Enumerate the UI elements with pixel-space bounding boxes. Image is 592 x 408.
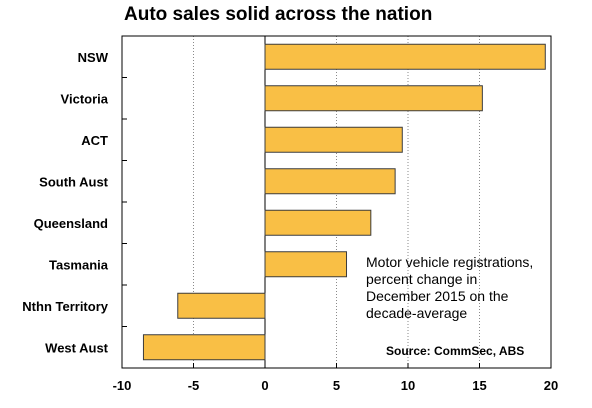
source-note: Source: CommSec, ABS — [386, 344, 524, 358]
category-label: NSW — [78, 50, 109, 65]
x-tick-label: -5 — [188, 378, 200, 393]
annotation-note: Motor vehicle registrations,percent chan… — [366, 254, 533, 321]
bar — [177, 292, 266, 319]
category-label: Queensland — [34, 216, 108, 231]
x-tick-label: 0 — [261, 378, 268, 393]
category-label: Tasmania — [49, 257, 109, 272]
bars — [142, 43, 546, 361]
x-tick-label: -10 — [113, 378, 132, 393]
x-tick-labels: -10 -5 0 5 10 15 20 — [113, 378, 559, 393]
bar — [142, 334, 266, 361]
category-label: South Aust — [39, 174, 109, 189]
category-label: Victoria — [61, 91, 109, 106]
x-tick-label: 20 — [544, 378, 558, 393]
x-tick-label: 15 — [472, 378, 486, 393]
annotation-line: Motor vehicle registrations, — [366, 254, 533, 270]
annotation-line: percent change in — [366, 271, 477, 287]
annotation-line: December 2015 on the — [366, 288, 509, 304]
x-tick-label: 10 — [401, 378, 415, 393]
category-labels: NSW Victoria ACT South Aust Queensland Tasman… — [22, 50, 108, 356]
bar — [264, 43, 546, 70]
bar — [264, 209, 372, 236]
bar — [264, 251, 348, 278]
x-tick-label: 5 — [333, 378, 340, 393]
bar — [264, 168, 396, 195]
plot-frame — [121, 35, 552, 369]
chart-title: Auto sales solid across the nation — [124, 4, 433, 25]
bar — [264, 126, 403, 153]
category-label: West Aust — [45, 340, 109, 355]
bar — [264, 85, 483, 112]
category-label: ACT — [81, 133, 108, 148]
annotation-line: decade-average — [366, 305, 467, 321]
category-label: Nthn Territory — [22, 299, 108, 314]
